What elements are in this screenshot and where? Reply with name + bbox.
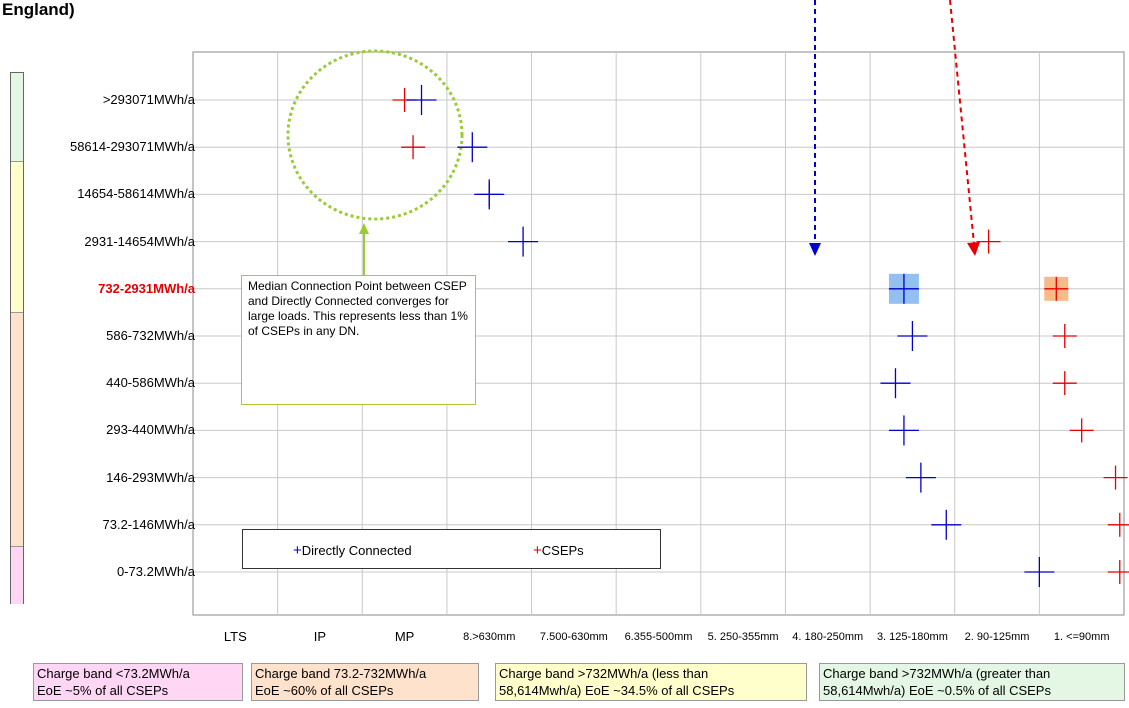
direct-marker (888, 273, 919, 304)
direct-marker (406, 85, 437, 115)
x-tick-label: LTS (223, 629, 247, 644)
legend-item-csep: +CSEPs (533, 542, 584, 559)
legend-label-direct: Directly Connected (301, 543, 412, 558)
x-tick-label: 2. 90-125mm (964, 631, 1030, 643)
band-box-line1: Charge band >732MWh/a (less than (499, 666, 709, 681)
charge-band-bar (10, 72, 24, 604)
band-box-green: Charge band >732MWh/a (greater than 58,6… (819, 663, 1125, 701)
x-tick-label: 8.>630mm (463, 631, 516, 643)
y-tick-label: >293071MWh/a (102, 92, 195, 107)
x-tick-label: 3. 125-180mm (876, 631, 948, 643)
csep-marker (1107, 512, 1129, 537)
x-tick-label: IP (313, 629, 327, 644)
x-tick-label: 7.500-630mm (539, 631, 608, 643)
csep-marker (401, 135, 426, 160)
x-tick-label: 1. <=90mm (1053, 631, 1110, 643)
plus-icon-blue: + (293, 542, 302, 559)
y-tick-label: 58614-293071MWh/a (69, 139, 195, 155)
csep-marker (1052, 324, 1077, 348)
legend-item-direct: +Directly Connected (293, 542, 412, 559)
csep-marker (1069, 418, 1094, 443)
band-segment-green (11, 73, 23, 161)
csep-marker (1044, 276, 1069, 301)
band-box-line1: Charge band <73.2MWh/a (37, 666, 190, 681)
band-box-line2: EoE ~60% of all CSEPs (255, 683, 394, 698)
csep-marker (1052, 371, 1077, 396)
arrow-csep-line (949, 0, 975, 245)
direct-marker (897, 321, 928, 351)
y-tick-label: 2931-14654MWh/a (84, 233, 195, 249)
csep-marker (1107, 560, 1129, 584)
arrow-direct-head (809, 243, 821, 256)
annotation-note: Median Connection Point between CSEP and… (241, 275, 476, 405)
csep-marker (976, 229, 1001, 254)
legend: +Directly Connected +CSEPs (242, 529, 661, 569)
direct-marker (880, 368, 911, 399)
direct-marker (931, 509, 962, 540)
band-box-pink: Charge band <73.2MWh/a EoE ~5% of all CS… (33, 663, 243, 701)
band-box-line2: EoE ~5% of all CSEPs (37, 683, 169, 698)
y-tick-label: 732-2931MWh/a (98, 280, 195, 296)
y-axis-labels: >293071MWh/a 58614-293071MWh/a 14654-58614… (0, 0, 195, 708)
page-title: England) (2, 0, 75, 19)
y-tick-label: 440-586MWh/a (106, 375, 195, 391)
band-segment-orange (11, 312, 23, 547)
band-box-yellow: Charge band >732MWh/a (less than 58,614M… (495, 663, 807, 701)
legend-label-csep: CSEPs (541, 543, 584, 558)
band-box-line1: Charge band 73.2-732MWh/a (255, 666, 427, 681)
direct-marker (457, 132, 488, 163)
band-segment-yellow (11, 161, 23, 313)
band-box-orange: Charge band 73.2-732MWh/a EoE ~60% of al… (251, 663, 479, 701)
y-tick-label: 14654-58614MWh/a (77, 186, 195, 202)
y-tick-label: 586-732MWh/a (106, 328, 195, 343)
direct-marker (905, 462, 936, 493)
direct-marker (474, 179, 505, 210)
direct-marker (888, 415, 919, 446)
direct-marker (1024, 557, 1055, 587)
y-tick-label: 0-73.2MWh/a (116, 564, 195, 579)
csep-marker (1103, 465, 1128, 490)
x-tick-label: MP (394, 629, 415, 644)
x-tick-label: 5. 250-355mm (707, 631, 779, 643)
plus-icon-red: + (533, 542, 542, 559)
direct-marker (508, 226, 539, 257)
arrow-csep-head (967, 242, 980, 256)
band-box-line2: 58,614Mwh/a) EoE ~0.5% of all CSEPs (823, 683, 1051, 698)
x-tick-label: 4. 180-250mm (792, 631, 864, 643)
y-tick-label: 293-440MWh/a (106, 422, 195, 438)
band-box-line2: 58,614Mwh/a) EoE ~34.5% of all CSEPs (499, 683, 735, 698)
x-tick-label: 6.355-500mm (624, 631, 693, 643)
highlight-circle (286, 49, 464, 221)
y-tick-label: 146-293MWh/a (106, 469, 195, 485)
note-connector-arrowhead (359, 223, 369, 234)
y-tick-label: 73.2-146MWh/a (102, 516, 196, 532)
band-segment-pink (11, 546, 23, 604)
band-box-line1: Charge band >732MWh/a (greater than (823, 666, 1051, 681)
